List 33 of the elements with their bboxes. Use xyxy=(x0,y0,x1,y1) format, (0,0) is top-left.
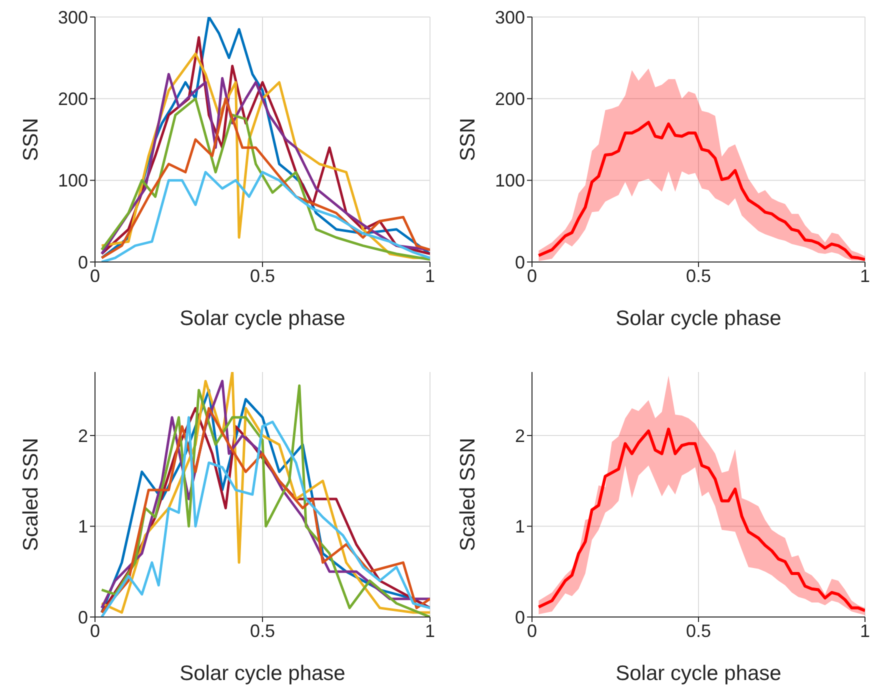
y-tick-label: 2 xyxy=(78,426,88,446)
y-tick-label: 0 xyxy=(78,252,88,272)
x-tick-label: 1 xyxy=(424,266,436,286)
y-tick-label: 0 xyxy=(78,607,88,628)
y-tick-label: 100 xyxy=(494,170,525,191)
x-axis-title: Solar cycle phase xyxy=(616,307,782,330)
x-axis-title: Solar cycle phase xyxy=(180,662,346,685)
y-axis-title: Scaled SSN xyxy=(19,438,42,552)
y-tick-label: 300 xyxy=(58,7,88,28)
y-tick-label: 200 xyxy=(494,89,525,110)
x-axis-title: Solar cycle phase xyxy=(180,307,346,330)
x-tick-label: 0.5 xyxy=(686,620,712,641)
y-tick-label: 1 xyxy=(78,516,88,537)
x-axis-title: Solar cycle phase xyxy=(616,662,782,685)
y-axis-title: SSN xyxy=(19,118,42,162)
x-tick-label: 0.5 xyxy=(250,620,276,641)
line-series xyxy=(537,428,865,612)
y-axis-title: Scaled SSN xyxy=(456,438,480,552)
x-tick-label: 0.5 xyxy=(250,266,276,286)
line-series xyxy=(100,170,430,262)
x-tick-label: 0.5 xyxy=(686,266,712,286)
y-tick-label: 2 xyxy=(514,426,525,446)
line-series xyxy=(537,120,865,262)
y-axis-title: SSN xyxy=(456,118,480,162)
y-tick-label: 1 xyxy=(514,516,525,537)
y-tick-label: 100 xyxy=(58,170,88,191)
x-tick-label: 1 xyxy=(424,620,436,641)
y-tick-label: 0 xyxy=(514,252,525,272)
x-tick-label: 1 xyxy=(860,266,870,286)
y-tick-label: 300 xyxy=(494,7,525,28)
x-tick-label: 1 xyxy=(860,620,870,641)
y-tick-label: 0 xyxy=(514,607,525,628)
y-tick-label: 200 xyxy=(58,89,88,110)
